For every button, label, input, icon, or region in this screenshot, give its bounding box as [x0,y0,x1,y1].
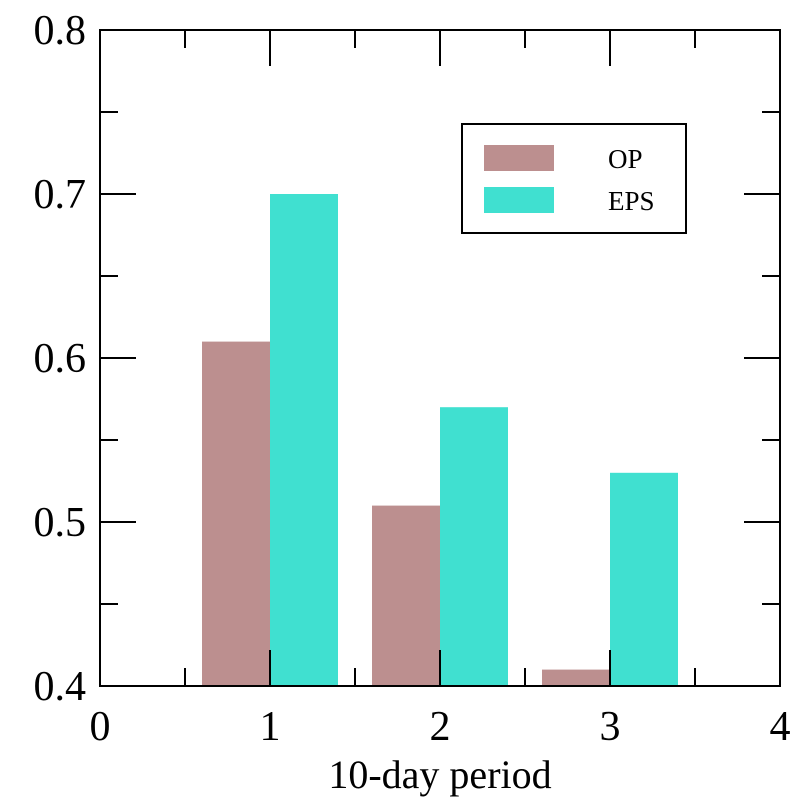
x-tick-label: 0 [90,704,111,750]
y-tick-label: 0.8 [34,8,87,54]
y-tick-label: 0.5 [34,500,87,546]
legend-swatch-eps [484,187,554,213]
ticks-group [99,29,781,687]
tick-labels-group: 0 1 2 3 4 0.4 0.5 0.6 0.7 0.8 [34,8,791,750]
x-tick-label: 2 [430,704,451,750]
bars-group [202,194,678,686]
x-axis-label: 10-day period [328,752,551,797]
bar-eps-3 [610,472,678,686]
legend-box [461,123,687,234]
y-tick-label: 0.6 [34,336,87,382]
plot-frame [99,29,781,687]
legend-swatch-op [484,145,554,171]
legend-label-op: OP [608,144,643,174]
y-tick-label: 0.7 [34,172,87,218]
y-tick-label: 0.4 [34,664,87,710]
legend-label-eps: EPS [608,186,655,216]
bar-eps-1 [270,194,338,686]
bar-op-3 [542,669,610,686]
legend: OP EPS [461,123,687,234]
bar-op-1 [202,341,270,686]
x-tick-label: 3 [600,704,621,750]
x-tick-label: 4 [770,704,791,750]
x-tick-label: 1 [260,704,281,750]
bar-op-2 [372,505,440,686]
bar-eps-2 [440,407,508,686]
